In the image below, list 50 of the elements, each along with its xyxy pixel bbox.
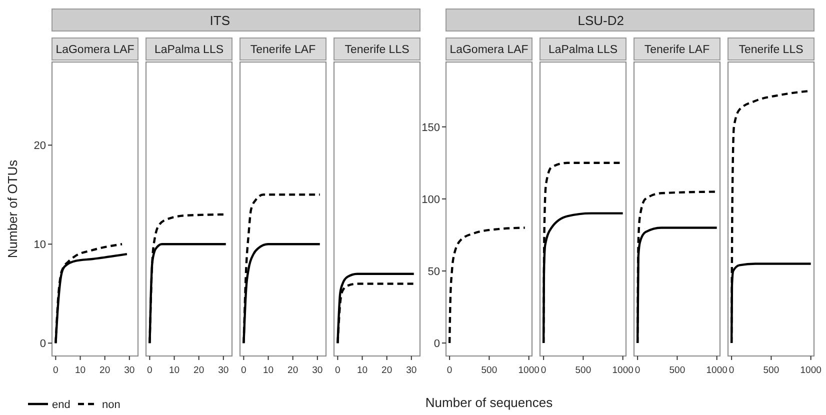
x-tick-label: 20 — [194, 365, 204, 376]
y-tick-label: 0 — [40, 338, 46, 350]
x-tick-label: 0 — [728, 365, 734, 376]
legend-label: non — [102, 399, 120, 411]
x-tick-label: 0 — [53, 365, 58, 376]
x-tick-label: 0 — [634, 365, 640, 376]
x-tick-label: 1000 — [518, 365, 540, 376]
chart-title: Tenerife LLS — [344, 44, 410, 56]
x-tick-label: 500 — [763, 365, 780, 376]
x-tick-label: 0 — [446, 365, 452, 376]
x-tick-label: 20 — [382, 365, 392, 376]
x-tick-label: 0 — [147, 365, 152, 376]
x-tick-label: 500 — [575, 365, 592, 376]
x-tick-label: 20 — [288, 365, 298, 376]
legend-label: end — [52, 399, 70, 411]
x-tick-label: 1000 — [800, 365, 822, 376]
x-tick-label: 0 — [335, 365, 340, 376]
x-tick-label: 30 — [218, 365, 229, 376]
chart-title: Tenerife LAF — [250, 44, 316, 56]
y-tick-label: 20 — [34, 140, 46, 152]
x-tick-label: 10 — [356, 365, 368, 376]
x-tick-label: 1000 — [612, 365, 634, 376]
x-tick-label: 500 — [481, 365, 498, 376]
x-tick-label: 10 — [262, 365, 274, 376]
x-tick-label: 500 — [669, 365, 686, 376]
chart-title: Tenerife LLS — [738, 44, 804, 56]
x-tick-label: 20 — [100, 365, 110, 376]
chart-title: Tenerife LAF — [644, 44, 710, 56]
y-tick-label: 10 — [34, 239, 46, 252]
y-tick-label: 150 — [422, 122, 440, 134]
x-tick-label: 30 — [124, 365, 135, 376]
y-tick-label: 0 — [434, 338, 440, 350]
line-series — [448, 226, 526, 344]
x-tick-label: 10 — [168, 365, 180, 376]
chart-subtitle: LSU-D2 — [578, 13, 624, 28]
x-tick-label: 30 — [312, 365, 323, 376]
x-tick-label: 0 — [540, 365, 546, 376]
x-axis-title: Number of sequences — [425, 395, 554, 410]
x-tick-label: 0 — [241, 365, 246, 376]
chart-subtitle: ITS — [210, 13, 230, 28]
x-tick-label: 30 — [406, 365, 417, 376]
y-tick-label: 100 — [422, 194, 440, 206]
x-tick-label: 1000 — [706, 365, 728, 376]
y-tick-label: 50 — [428, 266, 440, 278]
chart-title: LaPalma LLS — [548, 44, 618, 56]
chart-title: LaPalma LLS — [154, 44, 224, 56]
chart-title: LaGomera LAF — [450, 44, 528, 56]
y-axis-title: Number of OTUs — [5, 159, 20, 258]
x-tick-label: 10 — [74, 365, 86, 376]
chart-title: LaGomera LAF — [56, 44, 134, 56]
